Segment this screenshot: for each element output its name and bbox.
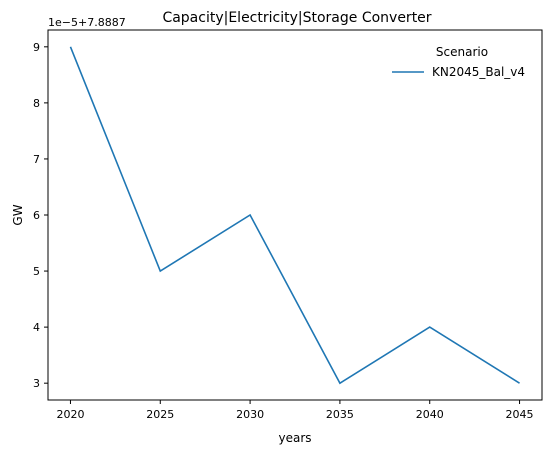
y-tick-label: 3 [33, 377, 40, 390]
x-axis: 2020 2025 2030 2035 2040 2045 [56, 400, 534, 421]
x-tick-label: 2020 [56, 408, 84, 421]
x-tick-label: 2045 [506, 408, 534, 421]
plot-frame [47, 29, 543, 401]
legend-label: KN2045_Bal_v4 [432, 65, 525, 79]
y-tick-label: 8 [33, 97, 40, 110]
x-tick-label: 2035 [326, 408, 354, 421]
y-tick-label: 9 [33, 41, 40, 54]
y-offset-label: 1e−5+7.8887 [48, 16, 126, 29]
x-tick-label: 2040 [416, 408, 444, 421]
y-tick-label: 4 [33, 321, 40, 334]
y-tick-label: 5 [33, 265, 40, 278]
legend-title: Scenario [436, 45, 488, 59]
y-tick-label: 6 [33, 209, 40, 222]
y-axis: 3 4 5 6 7 8 9 [33, 41, 48, 390]
x-tick-label: 2030 [236, 408, 264, 421]
y-tick-label: 7 [33, 153, 40, 166]
chart-title: Capacity|Electricity|Storage Converter [162, 10, 431, 26]
x-axis-label: years [278, 431, 311, 445]
y-axis-label: GW [11, 204, 25, 225]
legend: Scenario KN2045_Bal_v4 [392, 45, 525, 79]
series-line-kn2045-bal-v4 [69, 46, 520, 385]
x-tick-label: 2025 [146, 408, 174, 421]
